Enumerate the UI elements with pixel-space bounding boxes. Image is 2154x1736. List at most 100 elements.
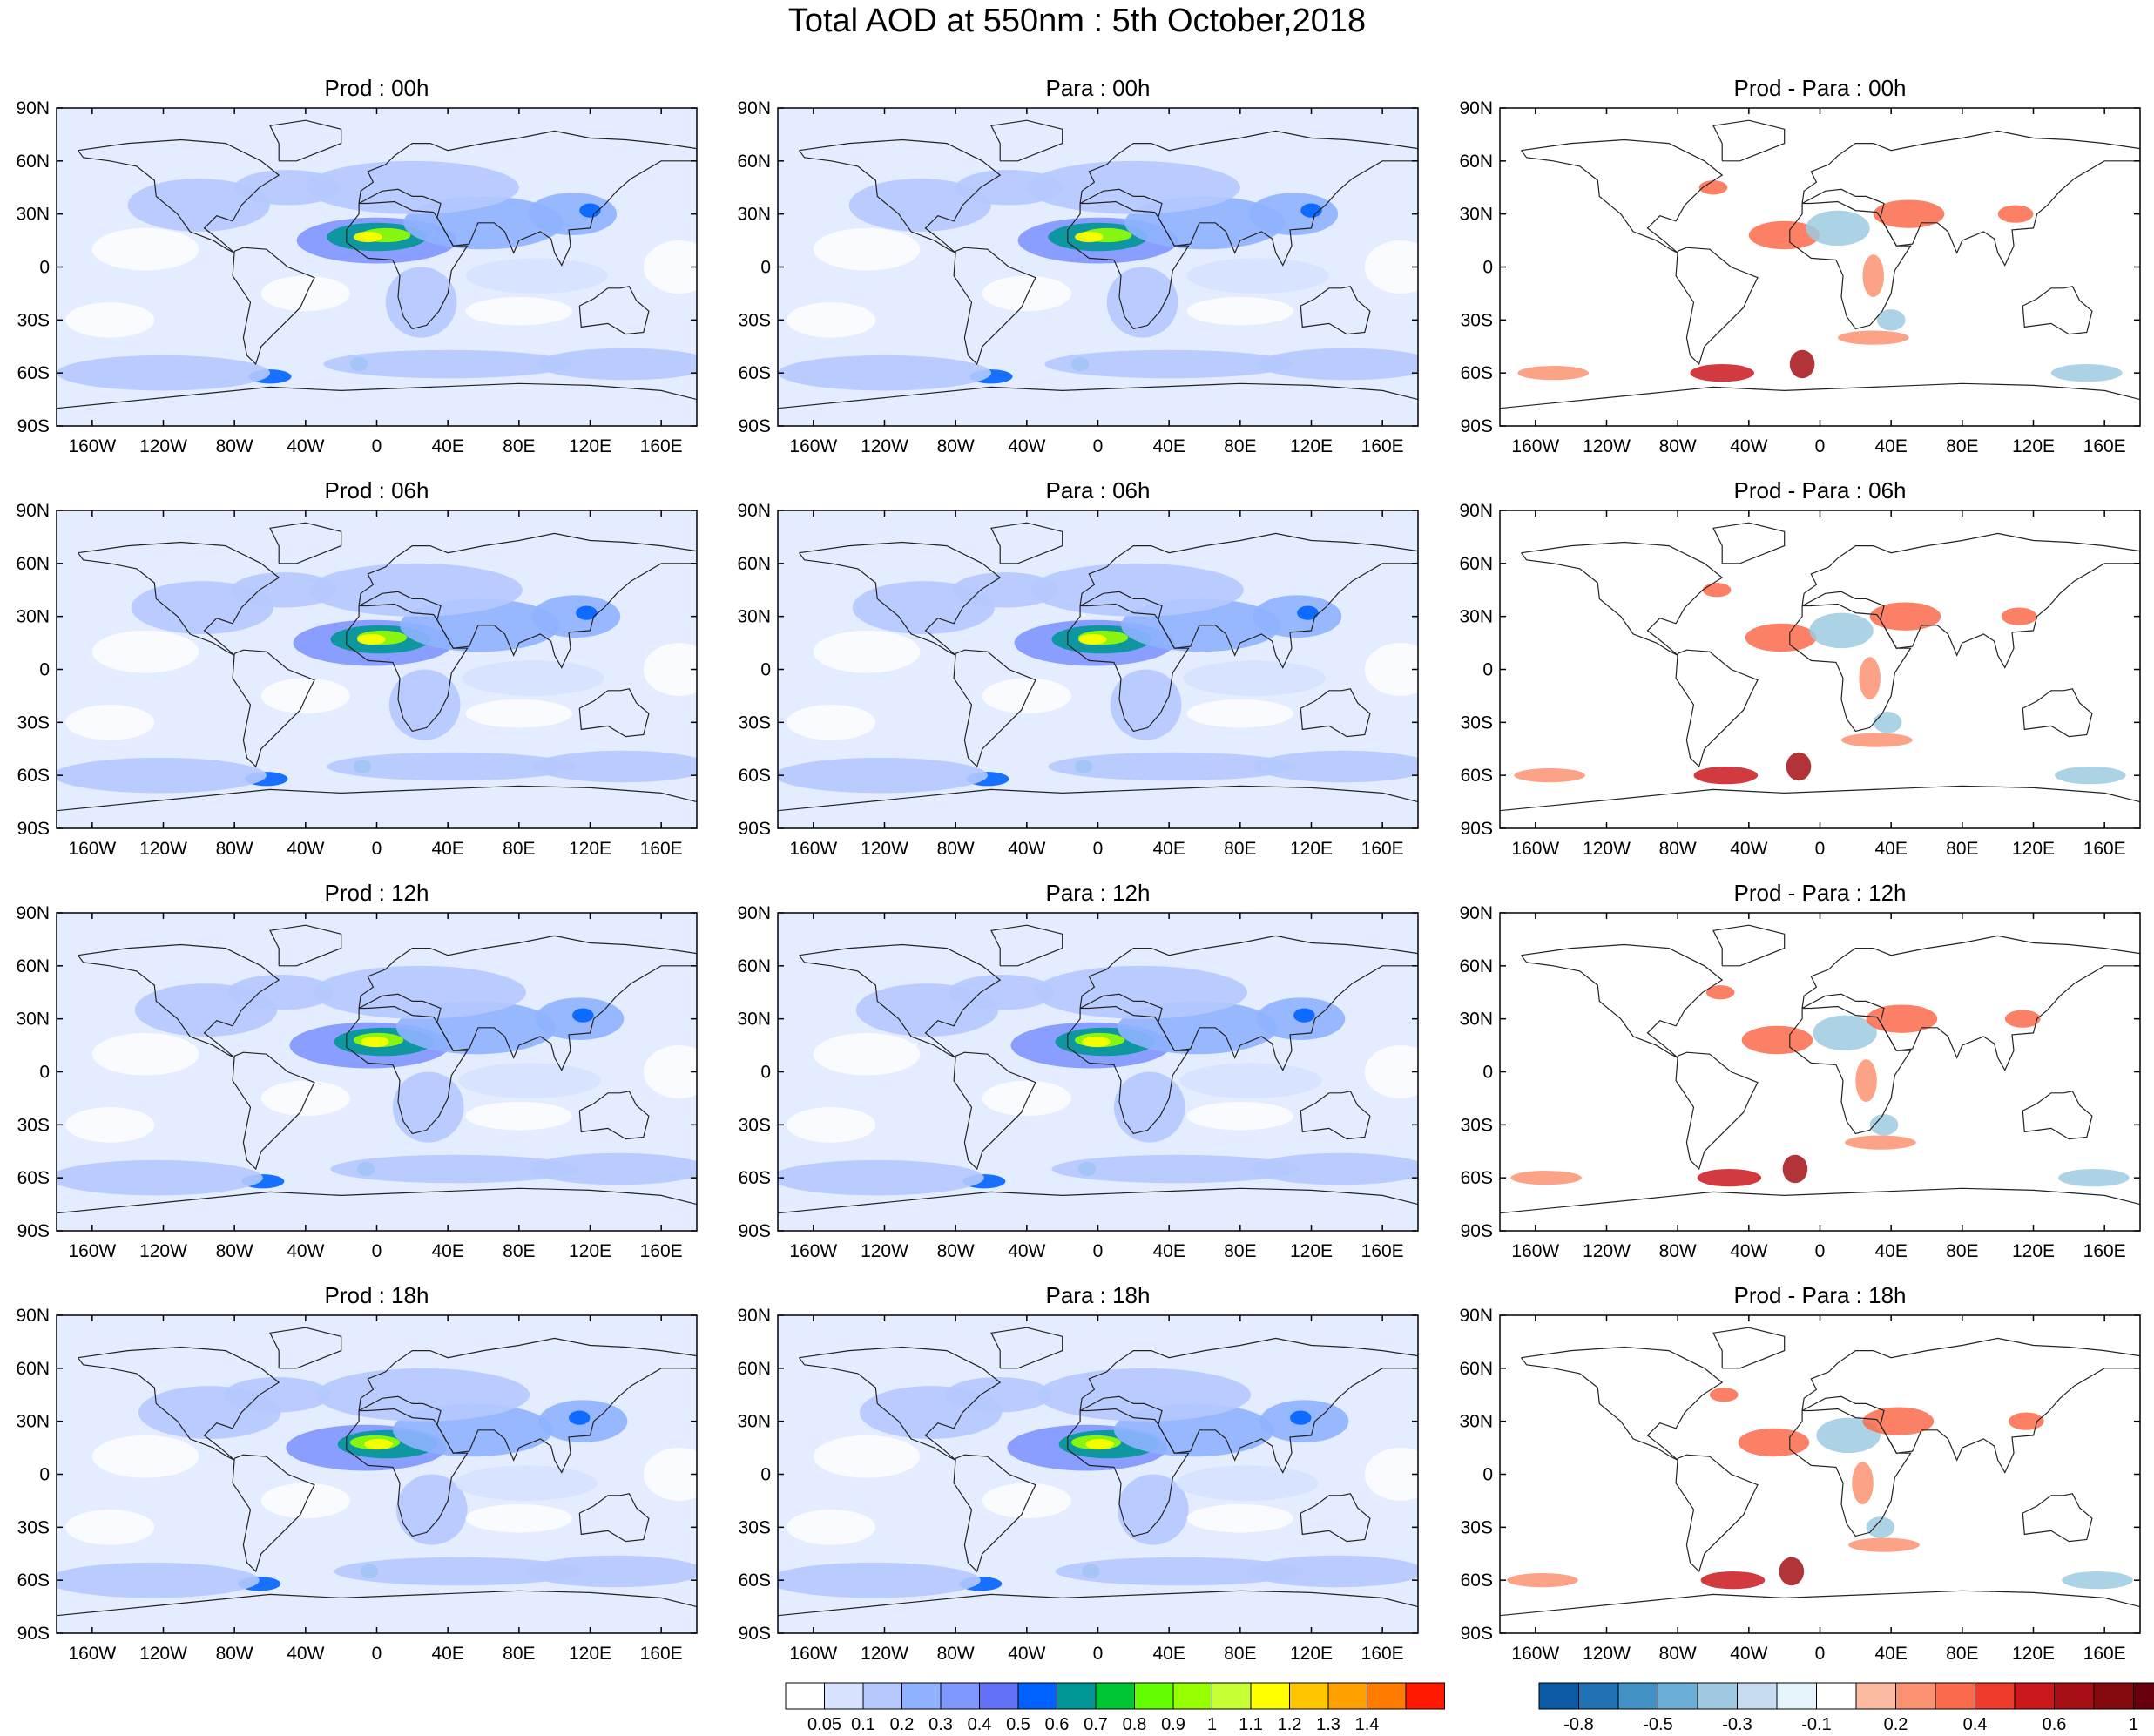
coastline [1712,119,1786,162]
lon-tick-label: 80W [1659,1241,1697,1261]
lon-tick-label: 40W [287,839,324,859]
colorbar-label: -0.1 [1801,1715,1831,1733]
lon-tick-label: 40E [1152,1241,1185,1261]
coastline [990,522,1063,564]
colorbar-swatch [1057,1682,1097,1710]
difference-region [1837,330,1909,345]
clear-region [1364,643,1418,696]
aerosol-region [778,355,991,391]
lon-tick-label: 160E [1361,1241,1404,1261]
lat-tick-label: 60S [739,766,771,786]
difference-region [1845,1135,1916,1150]
lat-tick-label: 90N [737,1306,771,1326]
coastline [232,1051,315,1171]
lat-tick-label: 60N [16,1359,50,1379]
clear-region [643,1045,697,1098]
map-panel: Prod : 12h 90N 60N 30N 0 30S 60S 90S 160W 120W 80W… [4,880,732,1280]
lat-tick-label: 0 [760,660,771,680]
lat-tick-label: 60S [1461,363,1493,383]
lat-tick-label: 30N [1459,1010,1493,1030]
aerosol-region [1253,595,1342,638]
lon-tick-label: 160W [68,436,116,456]
coastline-antarctica [1500,1187,2140,1214]
lat-tick-label: 0 [1482,1465,1493,1485]
clear-region [787,302,876,338]
lon-tick-label: 160E [1361,1644,1404,1664]
aerosol-region [458,1063,601,1098]
difference-region [1866,1004,1938,1033]
lat-tick-label: 30N [737,1010,771,1030]
lon-tick-label: 0 [372,1241,382,1261]
aerosol-region [1082,1036,1111,1048]
colorbar-label: 0.1 [851,1715,875,1733]
lat-tick-label: 60N [737,956,771,976]
difference-region [1873,199,1945,228]
clear-region [465,1101,573,1131]
aerosol-region [385,267,457,338]
panel-title: Prod : 18h [324,1282,429,1308]
difference-region [1809,612,1874,649]
aerosol-region [357,633,386,645]
difference-region [1517,366,1590,381]
lon-tick-label: 40W [287,436,324,456]
coastline [1801,130,2140,267]
lat-tick-label: 60N [737,152,771,172]
map-panel: Prod - Para : 00h 90N 60N 30N 0 30S 60S 90S 160W… [1448,75,2154,476]
map-panel: Prod : 06h 90N 60N 30N 0 30S 60S 90S 160W 120W 80W… [4,477,732,878]
colorbar-swatch [862,1682,902,1710]
lon-tick-label: 160E [2083,1644,2126,1664]
colorbar-label: -0.5 [1643,1715,1672,1733]
difference-region [1779,1557,1805,1586]
lat-tick-label: 30N [16,1412,50,1432]
difference-region [1876,309,1906,331]
coastline [578,1493,650,1543]
aerosol-region [955,169,1063,206]
map-svg: 90N 60N 30N 0 30S 60S 90S 160W 120W 80W 40W 0 40E 80E… [16,98,698,456]
lon-tick-label: 160W [1511,839,1559,859]
lat-tick-label: 90N [1459,903,1493,923]
difference-region [1507,1573,1578,1588]
aerosol-region [944,1376,1052,1413]
lon-tick-label: 120E [2012,1241,2055,1261]
coastline [1675,649,1759,768]
colorbar-label: 0.9 [1161,1715,1185,1733]
colorbar-swatch [1538,1682,1579,1710]
difference-region [1869,1114,1899,1136]
lat-tick-label: 30N [737,205,771,225]
aerosol-region [330,1154,580,1184]
difference-region [2008,1412,2044,1430]
aerosol-region [533,750,697,783]
coastline-antarctica [57,1590,697,1617]
lat-tick-label: 90N [16,98,50,118]
coastline [1675,1454,1759,1573]
colorbar-label: 0.05 [807,1715,841,1733]
difference-region [1841,733,1913,747]
lat-tick-label: 60N [1459,554,1493,574]
lat-tick-label: 0 [1482,660,1493,680]
aerosol-region [308,563,523,617]
colorbar-label: 0.7 [1084,1715,1108,1733]
lon-tick-label: 120E [2012,839,2055,859]
difference-region [1702,583,1732,598]
coastline [269,119,342,162]
clear-region [260,678,350,714]
coastline [1521,541,1724,656]
difference-region [2001,607,2037,625]
lon-tick-label: 80E [503,1241,535,1261]
lat-tick-label: 60S [739,363,771,383]
lon-tick-label: 80W [216,1644,253,1664]
aerosol-region [1300,203,1322,218]
lat-tick-label: 30S [17,1517,50,1537]
lon-tick-label: 80W [1659,1644,1697,1664]
difference-region [2062,1571,2133,1590]
lat-tick-label: 60N [1459,956,1493,976]
lon-tick-label: 0 [372,1644,382,1664]
lon-tick-label: 80W [937,839,975,859]
map-panel: Para : 18h 90N 60N 30N 0 30S 60S 90S 160W 120W 80W… [726,1282,1453,1683]
clear-region [260,1080,350,1117]
lon-tick-label: 120E [1290,1644,1333,1664]
coastline [1079,1337,1418,1474]
lat-tick-label: 60N [16,152,50,172]
lat-tick-label: 90S [739,819,771,839]
lon-tick-label: 80W [216,436,253,456]
